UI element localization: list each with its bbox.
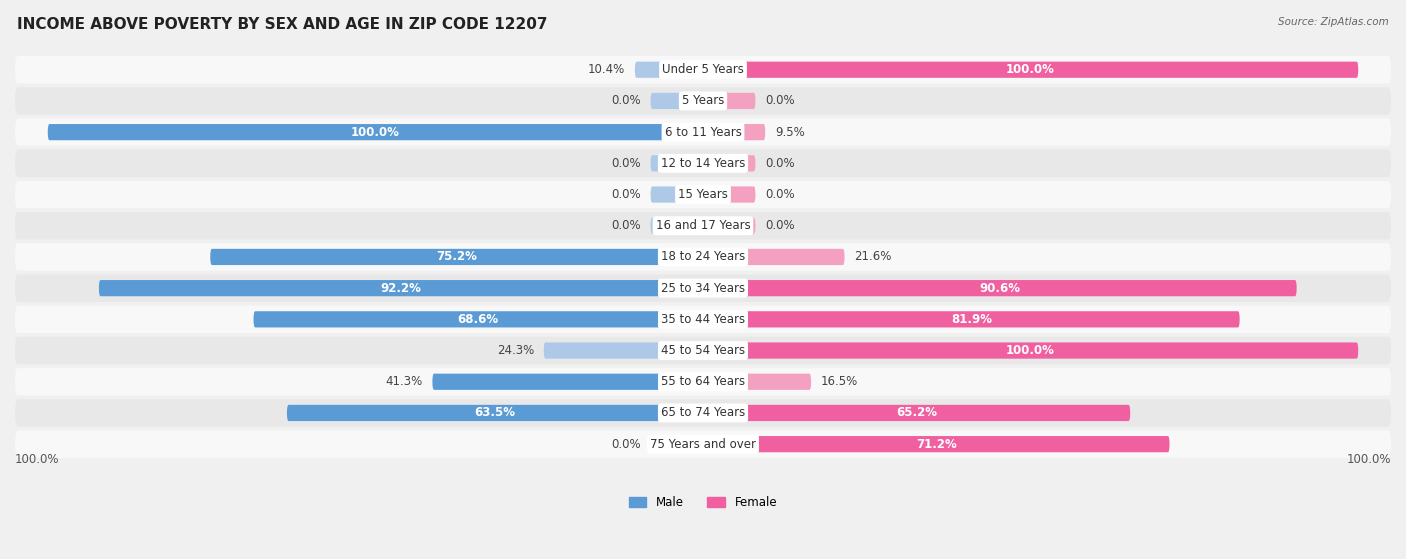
FancyBboxPatch shape (703, 249, 845, 265)
Text: 45 to 54 Years: 45 to 54 Years (661, 344, 745, 357)
FancyBboxPatch shape (15, 212, 1391, 239)
FancyBboxPatch shape (636, 61, 703, 78)
FancyBboxPatch shape (651, 155, 703, 172)
FancyBboxPatch shape (98, 280, 703, 296)
Text: 24.3%: 24.3% (496, 344, 534, 357)
Text: 100.0%: 100.0% (1007, 63, 1054, 76)
Text: 41.3%: 41.3% (385, 375, 423, 389)
Text: 75 Years and over: 75 Years and over (650, 438, 756, 451)
FancyBboxPatch shape (15, 87, 1391, 115)
Text: 16.5%: 16.5% (821, 375, 858, 389)
FancyBboxPatch shape (703, 436, 1170, 452)
FancyBboxPatch shape (544, 343, 703, 359)
Text: 0.0%: 0.0% (612, 438, 641, 451)
FancyBboxPatch shape (651, 436, 703, 452)
Text: 25 to 34 Years: 25 to 34 Years (661, 282, 745, 295)
Text: 5 Years: 5 Years (682, 94, 724, 107)
Text: 90.6%: 90.6% (980, 282, 1021, 295)
Text: Source: ZipAtlas.com: Source: ZipAtlas.com (1278, 17, 1389, 27)
Text: 68.6%: 68.6% (458, 313, 499, 326)
Text: 55 to 64 Years: 55 to 64 Years (661, 375, 745, 389)
FancyBboxPatch shape (15, 337, 1391, 364)
FancyBboxPatch shape (703, 217, 755, 234)
FancyBboxPatch shape (703, 405, 1130, 421)
Text: 0.0%: 0.0% (765, 188, 794, 201)
FancyBboxPatch shape (703, 187, 755, 203)
FancyBboxPatch shape (211, 249, 703, 265)
FancyBboxPatch shape (651, 93, 703, 109)
FancyBboxPatch shape (15, 399, 1391, 427)
Text: 6 to 11 Years: 6 to 11 Years (665, 126, 741, 139)
Text: 0.0%: 0.0% (765, 219, 794, 232)
Text: 0.0%: 0.0% (612, 94, 641, 107)
FancyBboxPatch shape (15, 306, 1391, 333)
FancyBboxPatch shape (253, 311, 703, 328)
Text: 100.0%: 100.0% (1007, 344, 1054, 357)
FancyBboxPatch shape (15, 56, 1391, 83)
FancyBboxPatch shape (651, 187, 703, 203)
Text: 63.5%: 63.5% (474, 406, 516, 419)
Text: 65.2%: 65.2% (896, 406, 938, 419)
FancyBboxPatch shape (703, 124, 765, 140)
Text: 18 to 24 Years: 18 to 24 Years (661, 250, 745, 263)
Text: 9.5%: 9.5% (775, 126, 804, 139)
FancyBboxPatch shape (15, 119, 1391, 146)
FancyBboxPatch shape (15, 181, 1391, 209)
Text: 10.4%: 10.4% (588, 63, 626, 76)
Text: 65 to 74 Years: 65 to 74 Years (661, 406, 745, 419)
FancyBboxPatch shape (15, 368, 1391, 395)
FancyBboxPatch shape (703, 280, 1296, 296)
Text: 0.0%: 0.0% (765, 157, 794, 170)
Text: 100.0%: 100.0% (352, 126, 399, 139)
FancyBboxPatch shape (15, 150, 1391, 177)
Text: 12 to 14 Years: 12 to 14 Years (661, 157, 745, 170)
FancyBboxPatch shape (287, 405, 703, 421)
FancyBboxPatch shape (48, 124, 703, 140)
FancyBboxPatch shape (703, 343, 1358, 359)
Text: 16 and 17 Years: 16 and 17 Years (655, 219, 751, 232)
Text: INCOME ABOVE POVERTY BY SEX AND AGE IN ZIP CODE 12207: INCOME ABOVE POVERTY BY SEX AND AGE IN Z… (17, 17, 547, 32)
FancyBboxPatch shape (703, 93, 755, 109)
Text: 15 Years: 15 Years (678, 188, 728, 201)
Legend: Male, Female: Male, Female (624, 491, 782, 514)
FancyBboxPatch shape (433, 373, 703, 390)
FancyBboxPatch shape (15, 243, 1391, 271)
FancyBboxPatch shape (703, 373, 811, 390)
Text: 71.2%: 71.2% (915, 438, 956, 451)
Text: 92.2%: 92.2% (381, 282, 422, 295)
Text: 0.0%: 0.0% (612, 188, 641, 201)
FancyBboxPatch shape (703, 311, 1240, 328)
Text: 21.6%: 21.6% (855, 250, 891, 263)
FancyBboxPatch shape (703, 61, 1358, 78)
Text: 81.9%: 81.9% (950, 313, 991, 326)
Text: 35 to 44 Years: 35 to 44 Years (661, 313, 745, 326)
FancyBboxPatch shape (651, 217, 703, 234)
Text: 0.0%: 0.0% (765, 94, 794, 107)
Text: 0.0%: 0.0% (612, 157, 641, 170)
Text: 100.0%: 100.0% (1347, 453, 1391, 466)
FancyBboxPatch shape (703, 155, 755, 172)
Text: Under 5 Years: Under 5 Years (662, 63, 744, 76)
Text: 75.2%: 75.2% (436, 250, 477, 263)
Text: 0.0%: 0.0% (612, 219, 641, 232)
Text: 100.0%: 100.0% (15, 453, 59, 466)
FancyBboxPatch shape (15, 274, 1391, 302)
FancyBboxPatch shape (15, 430, 1391, 458)
